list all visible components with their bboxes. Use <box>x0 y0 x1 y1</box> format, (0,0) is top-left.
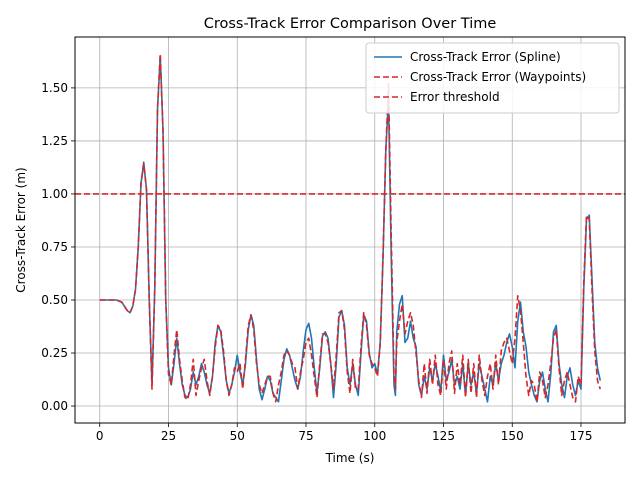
y-tick-label: 0.75 <box>41 240 68 254</box>
series-line-1 <box>99 53 602 403</box>
x-tick-label: 100 <box>363 429 386 443</box>
series-line-0 <box>99 55 602 403</box>
y-tick-label: 1.00 <box>41 187 68 201</box>
x-tick-label: 50 <box>230 429 245 443</box>
y-tick-label: 0.00 <box>41 399 68 413</box>
x-tick-label: 75 <box>298 429 313 443</box>
x-tick-label: 125 <box>432 429 455 443</box>
plot-area-frame <box>74 36 626 424</box>
y-tick-label: 0.25 <box>41 346 68 360</box>
legend-label: Cross-Track Error (Waypoints) <box>410 70 586 84</box>
y-tick-label: 1.50 <box>41 81 68 95</box>
x-tick-label: 150 <box>501 429 524 443</box>
y-tick-label: 0.50 <box>41 293 68 307</box>
legend-label: Error threshold <box>410 90 500 104</box>
ticks: 0 25 50 75 100 125 150 175 0.00 0.25 0.50 0.75 1.00 1… <box>41 81 592 443</box>
legend-box <box>365 42 620 114</box>
series-layer <box>99 53 602 403</box>
y-tick-label: 1.25 <box>41 134 68 148</box>
x-axis-label: Time (s) <box>325 451 375 465</box>
x-tick-label: 175 <box>570 429 593 443</box>
y-axis-label: Cross-Track Error (m) <box>14 167 28 292</box>
legend: Cross-Track Error (Spline) Cross-Track Er… <box>365 42 620 114</box>
x-tick-label: 25 <box>161 429 176 443</box>
x-tick-label: 0 <box>96 429 104 443</box>
chart-title: Cross-Track Error Comparison Over Time <box>204 16 497 32</box>
legend-label: Cross-Track Error (Spline) <box>410 50 561 64</box>
